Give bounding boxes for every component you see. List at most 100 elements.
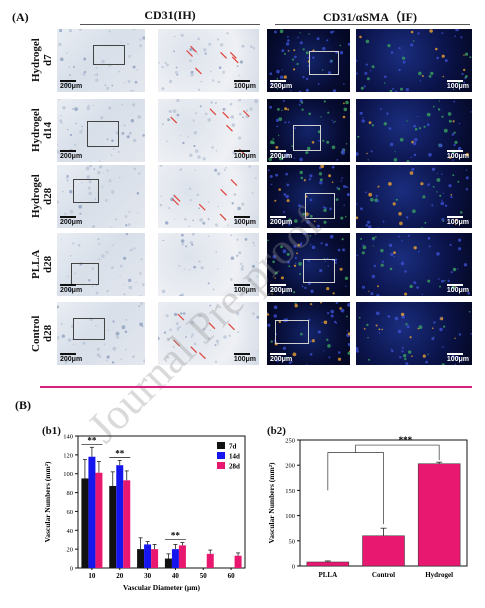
- row-label-line2: d28: [42, 255, 54, 274]
- b1-label: (b1): [42, 425, 61, 437]
- legend-swatch: [217, 462, 225, 469]
- row-label-line1: Hydrogel: [30, 174, 42, 219]
- zoom-region-box: [73, 179, 99, 203]
- bar: [306, 561, 350, 567]
- scale-bar: 100μm: [233, 150, 256, 160]
- y-tick-label: 200: [285, 463, 295, 470]
- scale-bar-line: [270, 150, 286, 152]
- scale-bar-line: [60, 216, 76, 218]
- zoom-region-box: [303, 259, 335, 283]
- zoom-region-box: [71, 263, 99, 285]
- legend-swatch: [217, 442, 225, 449]
- scale-bar: 200μm: [60, 353, 82, 363]
- scale-bar-label: 200μm: [270, 83, 293, 90]
- scale-bar-label: 100μm: [233, 153, 256, 160]
- x-tick-label: 50: [200, 572, 208, 580]
- tissue-texture: [356, 311, 472, 365]
- bar: [95, 472, 103, 568]
- row-label: Control d28: [30, 302, 54, 365]
- scale-bar: 100μm: [446, 284, 469, 294]
- zoom-region-box: [309, 51, 339, 75]
- if-micrograph: 100μm: [356, 29, 472, 92]
- scale-bar: 200μm: [270, 80, 292, 90]
- scale-bar-line: [60, 80, 76, 82]
- scale-bar-line: [446, 284, 463, 286]
- header-if: CD31/αSMA（IF): [322, 10, 418, 24]
- scale-bar-line: [270, 216, 286, 218]
- x-tick-label: Hydrogel: [425, 571, 453, 579]
- tissue-texture: [57, 99, 145, 162]
- significance-marker: **: [115, 449, 125, 459]
- tissue-texture: [356, 100, 472, 162]
- if-micrograph: 200μm: [267, 29, 350, 92]
- scale-bar-label: 200μm: [60, 356, 83, 363]
- bar: [151, 549, 159, 568]
- if-micrograph: 100μm: [356, 302, 472, 365]
- scale-bar: 100μm: [233, 216, 256, 226]
- scale-bar: 100μm: [446, 353, 469, 363]
- header-ih-rule: [80, 24, 260, 25]
- scale-bar-label: 100μm: [233, 356, 256, 363]
- scale-bar: 100μm: [446, 80, 469, 90]
- significance-bracket: [327, 452, 384, 525]
- x-tick-label: 30: [144, 572, 152, 580]
- y-tick-label: 150: [285, 488, 295, 495]
- bar: [88, 456, 96, 568]
- ih-micrograph: 100μm: [158, 302, 259, 365]
- scale-bar-line: [60, 353, 76, 355]
- scale-bar: 200μm: [270, 284, 292, 294]
- scale-bar-label: 100μm: [233, 219, 256, 226]
- scale-bar: 100μm: [446, 216, 469, 226]
- scale-bar-label: 200μm: [60, 287, 83, 294]
- scale-bar: 200μm: [60, 150, 82, 160]
- tissue-texture: [267, 233, 349, 295]
- scale-bar-line: [233, 284, 250, 286]
- y-tick-label: 0: [292, 564, 295, 571]
- x-tick-label: PLLA: [318, 571, 337, 579]
- bar: [178, 545, 186, 568]
- bar: [137, 549, 145, 568]
- tissue-texture: [57, 165, 141, 228]
- scale-bar: 100μm: [233, 284, 256, 294]
- zoom-region-box: [293, 125, 321, 151]
- y-tick-label: 250: [285, 438, 295, 445]
- row-label-line2: d28: [42, 187, 54, 206]
- section-divider: [40, 386, 472, 388]
- scale-bar-line: [233, 353, 250, 355]
- row-label: PLLA d28: [30, 233, 54, 296]
- scale-bar: 200μm: [270, 150, 292, 160]
- ih-micrograph: 200μm: [57, 99, 145, 162]
- tissue-texture: [356, 167, 469, 228]
- scale-bar: 100μm: [233, 353, 256, 363]
- tissue-texture: [356, 29, 472, 92]
- scale-bar-label: 100μm: [233, 287, 256, 294]
- ih-micrograph: 200μm: [57, 29, 145, 92]
- scale-bar: 200μm: [60, 284, 82, 294]
- bar: [171, 549, 179, 568]
- tissue-texture: [267, 165, 350, 228]
- plot-frame: [77, 435, 246, 569]
- scale-bar-line: [233, 216, 250, 218]
- row-label-line2: d14: [42, 121, 54, 140]
- scale-bar-line: [446, 216, 463, 218]
- if-micrograph: 100μm: [356, 233, 472, 296]
- significance-marker: **: [171, 531, 181, 541]
- legend-swatch: [217, 452, 225, 459]
- y-tick-label: 0: [70, 566, 73, 573]
- zoom-region-box: [87, 121, 119, 147]
- y-tick-label: 60: [67, 509, 74, 516]
- b2-label: (b2): [267, 425, 286, 437]
- scale-bar-label: 200μm: [270, 356, 293, 363]
- bar: [144, 544, 152, 568]
- ih-micrograph: 100μm: [158, 29, 259, 92]
- scale-bar-line: [233, 80, 250, 82]
- y-tick-label: 50: [289, 538, 296, 545]
- tissue-texture: [158, 32, 256, 91]
- if-micrograph: 200μm: [267, 165, 350, 228]
- row-label: Hydrogel d14: [30, 99, 54, 162]
- zoom-region-box: [73, 318, 105, 340]
- if-micrograph: 200μm: [267, 233, 350, 296]
- if-micrograph: 200μm: [267, 302, 350, 365]
- x-tick-label: 10: [88, 572, 96, 580]
- row-label-line1: Hydrogel: [30, 108, 42, 153]
